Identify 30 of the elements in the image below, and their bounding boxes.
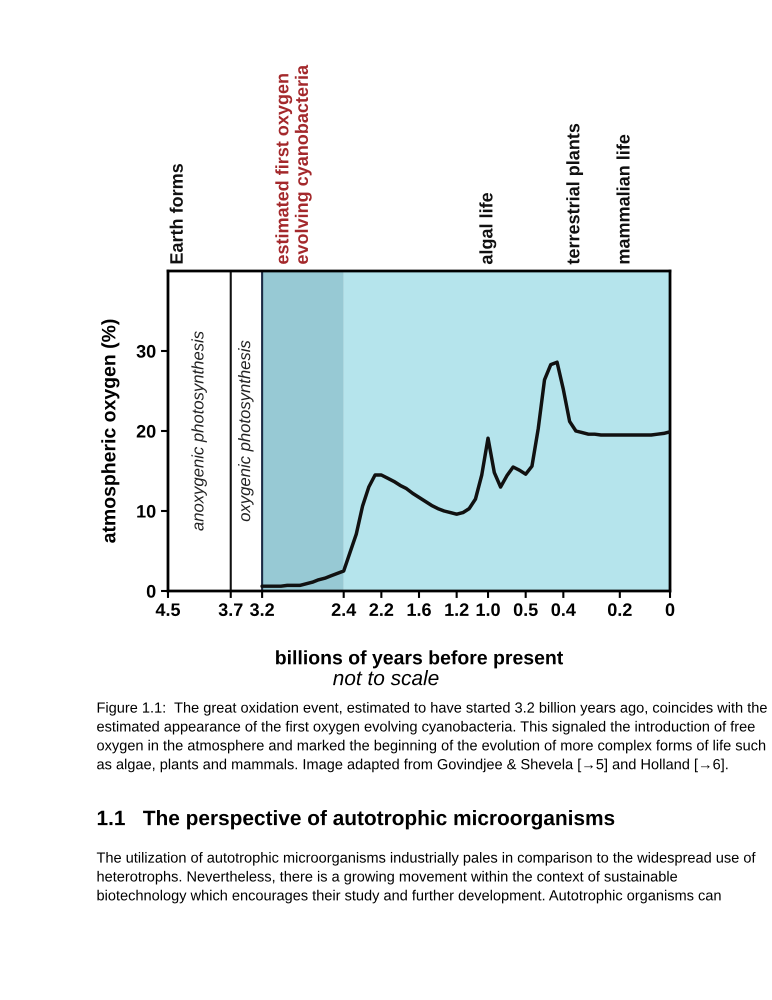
line-series bbox=[260, 360, 670, 588]
x-tick-label: 2.4 bbox=[332, 603, 356, 616]
x-tick-label: 0.2 bbox=[608, 603, 632, 616]
text: not to scale bbox=[333, 670, 439, 686]
x-tick-label: 0.5 bbox=[514, 603, 538, 616]
y-tick-label: 30 bbox=[136, 344, 156, 358]
caption: Figure 1.1: The great oxidation event, estimated to have started 3.2 billion years ago, coincides with the estimated appearance of the first oxygen evolving cyanobacteria. This signaled the introduction of free oxygen in the atmosphere and marked the beginning of the evolution of more complex forms of life such as algae, plants and mammals. Image adapted from Govindjee & Shevela [→5] and Holland [→6]. bbox=[97, 702, 767, 772]
y-tick-label: 10 bbox=[137, 504, 156, 518]
text: estimated first oxygen evolving cyanobacteria bbox=[275, 64, 312, 264]
y-tick-label: 20 bbox=[136, 424, 156, 438]
annotation: anoxygenic photosynthesis bbox=[191, 331, 207, 531]
x-tick-label: 1.2 bbox=[445, 603, 468, 616]
text: mammalian life bbox=[616, 134, 630, 264]
y-tick-label: 0 bbox=[146, 584, 156, 598]
text: The utilization of autotrophic microorganisms industrially pales in comparison to the widespread use of heterotrophs. Nevertheless, there is a growing movement within the context of sustainable biotechnology which encourages their study and further development. Autotrophic organisms can bbox=[96, 852, 756, 904]
text: Earth forms bbox=[170, 164, 183, 264]
text: algal life bbox=[479, 192, 496, 264]
x-tick-label: 0.4 bbox=[552, 603, 576, 616]
x-tick-label: 2.2 bbox=[369, 603, 394, 616]
x-tick-label: 0 bbox=[666, 603, 674, 616]
text: 1.1 The perspective of autotrophic microorganisms bbox=[98, 810, 614, 830]
x-tick-label: 1.6 bbox=[408, 603, 431, 616]
x-tick-label: 3.7 bbox=[218, 603, 242, 616]
y-axis-title: atmospheric oxygen (%) bbox=[101, 320, 120, 543]
x-tick-label: 1.0 bbox=[476, 603, 500, 616]
x-axis-title: billions of years before present bbox=[276, 650, 564, 668]
annotation: oxygenic photosynthesis bbox=[238, 340, 254, 522]
text: terrestrial plants bbox=[566, 124, 584, 264]
x-tick-label: 3.2 bbox=[250, 603, 274, 616]
x-tick-label: 4.5 bbox=[156, 603, 180, 616]
